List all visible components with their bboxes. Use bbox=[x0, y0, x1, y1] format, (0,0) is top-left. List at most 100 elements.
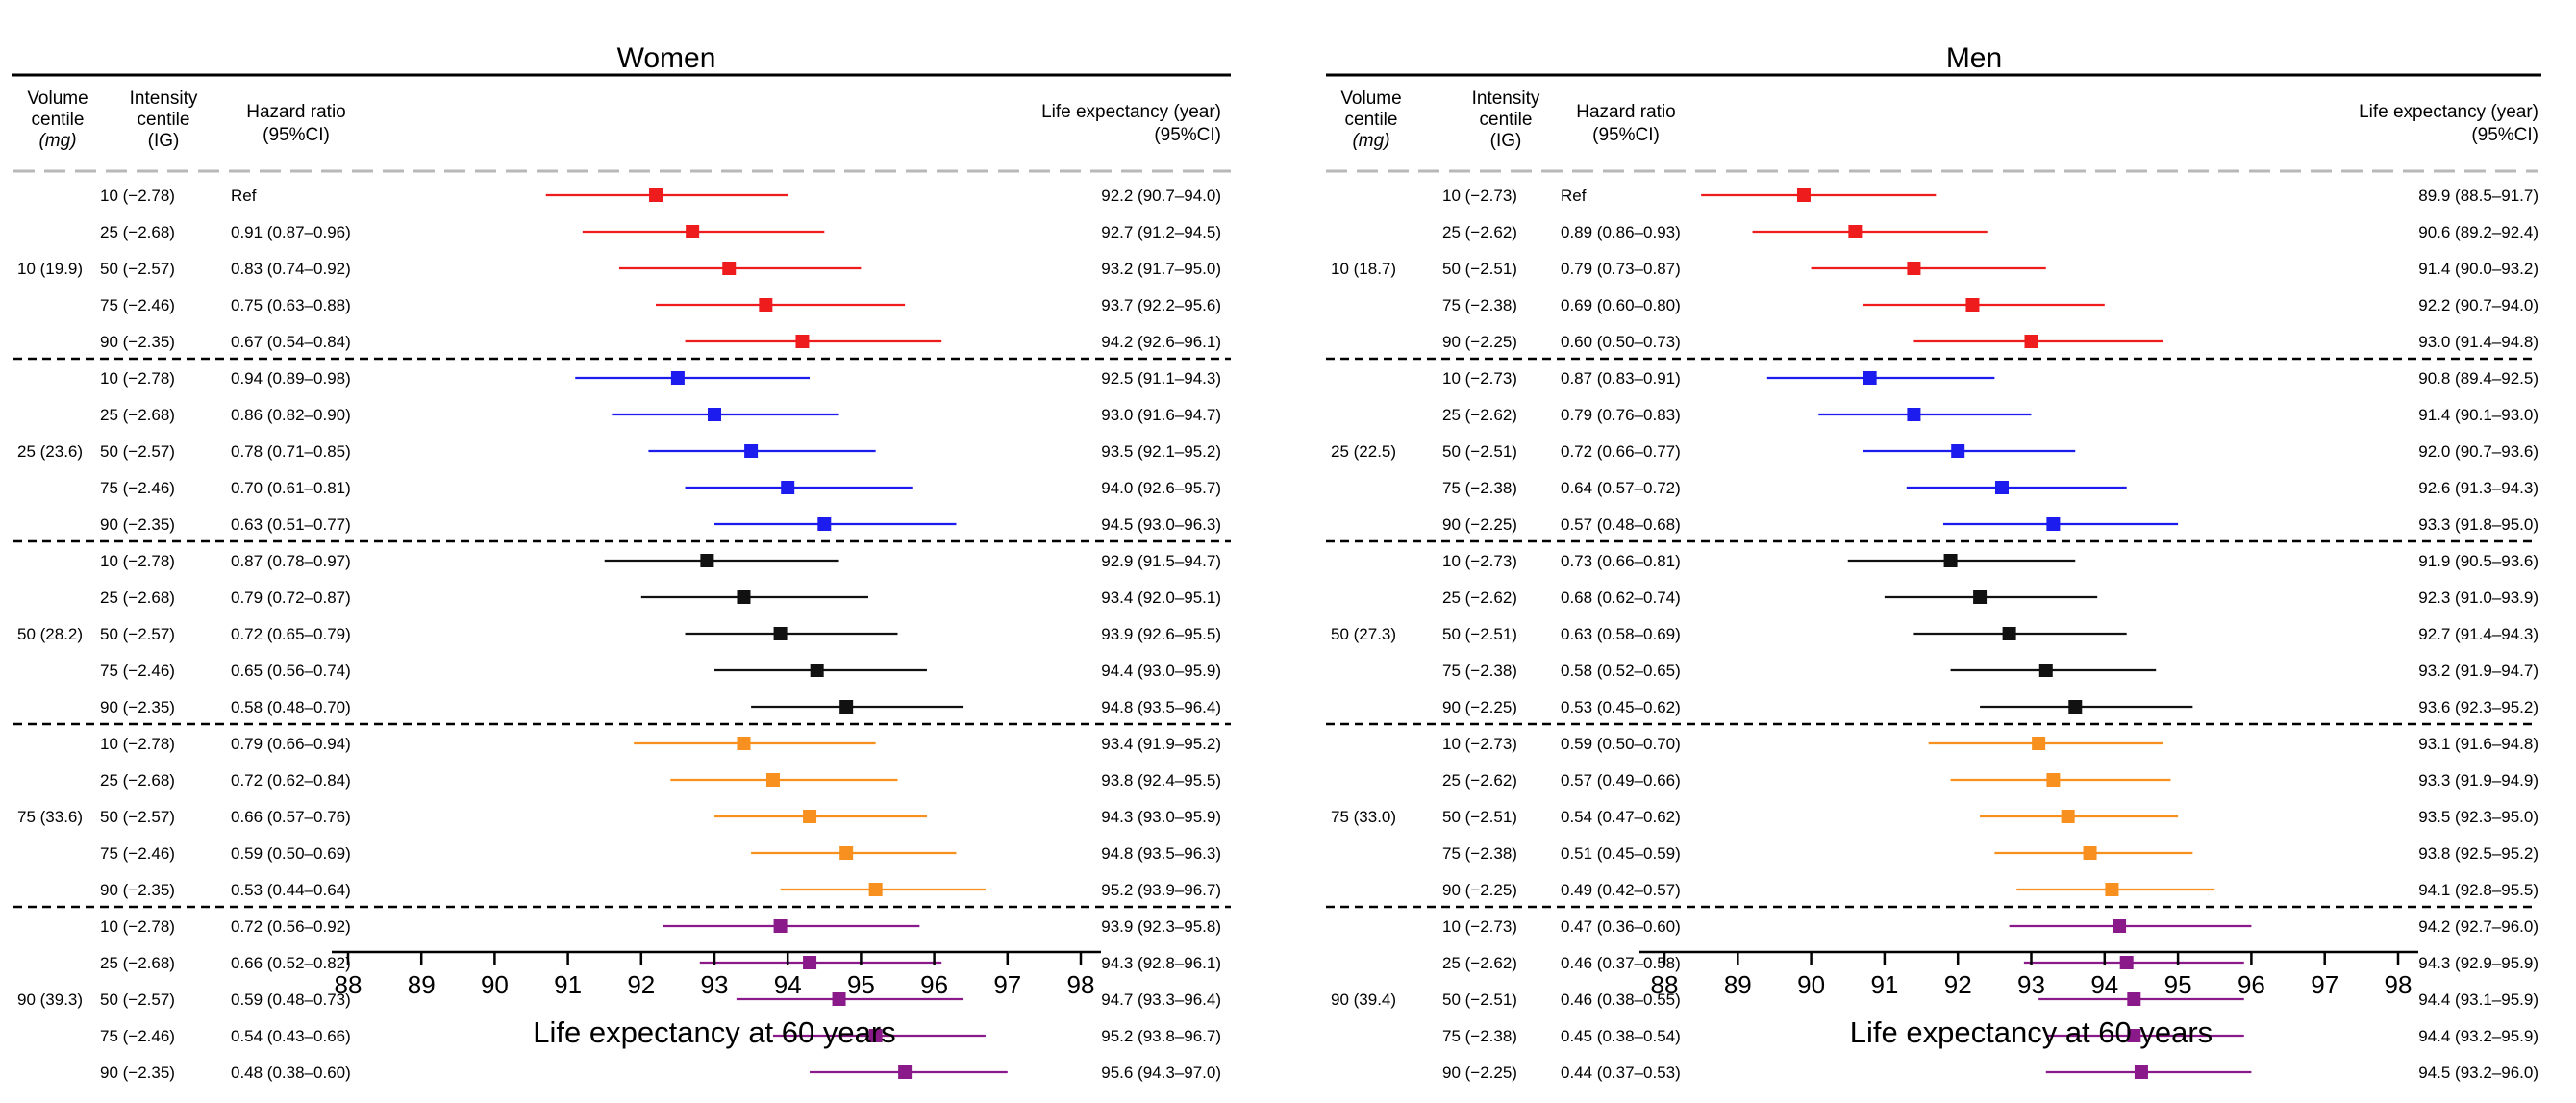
point-estimate-marker bbox=[868, 1029, 883, 1042]
life-expectancy-value: 94.3 (92.8–96.1) bbox=[1101, 954, 1221, 972]
point-estimate-marker bbox=[2002, 627, 2016, 640]
volume-centile-label: 25 (23.6) bbox=[17, 442, 83, 461]
table-row: 25 (−2.68) 0.66 (0.52–0.82) 94.3 (92.8–96.… bbox=[100, 954, 1221, 972]
table-row: 10 (−2.73) 0.73 (0.66–0.81) 91.9 (90.5–93.… bbox=[1442, 552, 2538, 570]
hazard-ratio-value: 0.45 (0.38–0.54) bbox=[1561, 1027, 1681, 1045]
table-row: 75 (−2.46) 0.54 (0.43–0.66) 95.2 (93.8–96.… bbox=[100, 1027, 1221, 1045]
hazard-ratio-value: 0.60 (0.50–0.73) bbox=[1561, 333, 1681, 351]
intensity-centile-label: 10 (−2.78) bbox=[100, 369, 175, 388]
volume-centile-label: 75 (33.6) bbox=[17, 808, 83, 826]
table-row: 50 (−2.51) 0.79 (0.73–0.87) 91.4 (90.0–93.… bbox=[1442, 260, 2538, 278]
table-row: 75 (−2.46) 0.75 (0.63–0.88) 93.7 (92.2–95.… bbox=[100, 296, 1221, 314]
point-estimate-marker bbox=[795, 335, 810, 348]
intensity-centile-label: 10 (−2.78) bbox=[100, 187, 175, 205]
point-estimate-marker bbox=[1907, 262, 1921, 275]
intensity-centile-label: 25 (−2.62) bbox=[1442, 406, 1517, 424]
intensity-centile-label: 90 (−2.35) bbox=[100, 1064, 175, 1082]
life-expectancy-value: 93.2 (91.7–95.0) bbox=[1101, 260, 1221, 278]
table-row: 10 (−2.78) 0.79 (0.66–0.94) 93.4 (91.9–95.… bbox=[100, 735, 1221, 753]
volume-centile-label: 90 (39.4) bbox=[1331, 990, 1396, 1009]
x-tick-label: 94 bbox=[774, 970, 802, 999]
volume-centile-label: 50 (27.3) bbox=[1331, 625, 1396, 643]
table-row: 25 (−2.68) 0.72 (0.62–0.84) 93.8 (92.4–95.… bbox=[100, 771, 1221, 790]
life-expectancy-value: 94.4 (93.0–95.9) bbox=[1101, 662, 1221, 680]
point-estimate-marker bbox=[765, 773, 780, 787]
hazard-ratio-value: 0.72 (0.56–0.92) bbox=[231, 917, 351, 936]
point-estimate-marker bbox=[708, 408, 721, 421]
intensity-centile-label: 50 (−2.51) bbox=[1442, 442, 1517, 461]
table-row: 50 (−2.51) 0.63 (0.58–0.69) 92.7 (91.4–94.… bbox=[1442, 625, 2538, 643]
point-estimate-marker bbox=[670, 371, 685, 385]
volume-centile-label: 10 (18.7) bbox=[1331, 260, 1396, 278]
intensity-centile-label: 10 (−2.73) bbox=[1442, 917, 1517, 936]
header-life-expectancy: (95%CI) bbox=[2471, 125, 2538, 145]
table-row: 90 (−2.25) 0.53 (0.45–0.62) 93.6 (92.3–95.… bbox=[1442, 698, 2538, 716]
hazard-ratio-value: 0.86 (0.82–0.90) bbox=[231, 406, 351, 424]
point-estimate-marker bbox=[1994, 481, 2009, 494]
point-estimate-marker bbox=[1943, 554, 1958, 567]
life-expectancy-value: 93.1 (91.6–94.8) bbox=[2418, 735, 2538, 753]
point-estimate-marker bbox=[1965, 298, 1980, 312]
table-row: 50 (−2.57) 0.78 (0.71–0.85) 93.5 (92.1–95.… bbox=[100, 442, 1221, 461]
point-estimate-marker bbox=[810, 664, 824, 677]
table-row: 10 (−2.78) 0.87 (0.78–0.97) 92.9 (91.5–94.… bbox=[100, 552, 1221, 570]
header-life-expectancy: Life expectancy (year) bbox=[2359, 102, 2538, 122]
table-row: 10 (−2.73) 0.47 (0.36–0.60) 94.2 (92.7–96.… bbox=[1442, 917, 2538, 936]
intensity-centile-label: 25 (−2.62) bbox=[1442, 589, 1517, 607]
intensity-centile-label: 10 (−2.78) bbox=[100, 735, 175, 753]
intensity-centile-label: 90 (−2.25) bbox=[1442, 1064, 1517, 1082]
life-expectancy-value: 94.3 (93.0–95.9) bbox=[1101, 808, 1221, 826]
life-expectancy-value: 92.7 (91.4–94.3) bbox=[2418, 625, 2538, 643]
life-expectancy-value: 93.4 (91.9–95.2) bbox=[1101, 735, 1221, 753]
x-tick-label: 90 bbox=[1797, 970, 1825, 999]
x-tick-label: 89 bbox=[1724, 970, 1752, 999]
intensity-centile-label: 10 (−2.78) bbox=[100, 917, 175, 936]
intensity-centile-label: 75 (−2.38) bbox=[1442, 296, 1517, 314]
hazard-ratio-value: 0.69 (0.60–0.80) bbox=[1561, 296, 1681, 314]
point-estimate-marker bbox=[839, 700, 854, 714]
table-row: 25 (−2.62) 0.89 (0.86–0.93) 90.6 (89.2–92.… bbox=[1442, 223, 2538, 241]
point-estimate-marker bbox=[686, 225, 700, 238]
intensity-centile-label: 25 (−2.62) bbox=[1442, 771, 1517, 790]
table-row: 10 (−2.78) Ref 92.2 (90.7–94.0) bbox=[100, 187, 1221, 205]
life-expectancy-value: 93.9 (92.6–95.5) bbox=[1101, 625, 1221, 643]
hazard-ratio-value: 0.53 (0.44–0.64) bbox=[231, 881, 351, 899]
life-expectancy-value: 94.1 (92.8–95.5) bbox=[2418, 881, 2538, 899]
table-row: 50 (−2.51) 0.54 (0.47–0.62) 93.5 (92.3–95.… bbox=[1442, 808, 2538, 826]
volume-group-3: 75 (33.0) 10 (−2.73) 0.59 (0.50–0.70) 93.1 … bbox=[1326, 735, 2538, 909]
header-hazard-ratio: Hazard ratio bbox=[246, 102, 346, 122]
volume-group-2: 50 (27.3) 10 (−2.73) 0.73 (0.66–0.81) 91.9 … bbox=[1326, 552, 2538, 726]
x-tick-label: 93 bbox=[2017, 970, 2045, 999]
life-expectancy-value: 92.6 (91.3–94.3) bbox=[2418, 479, 2538, 497]
hazard-ratio-value: 0.59 (0.48–0.73) bbox=[231, 990, 351, 1009]
table-row: 90 (−2.35) 0.53 (0.44–0.64) 95.2 (93.9–96.… bbox=[100, 881, 1221, 899]
point-estimate-marker bbox=[1973, 590, 1988, 604]
intensity-centile-label: 90 (−2.25) bbox=[1442, 333, 1517, 351]
life-expectancy-value: 91.4 (90.1–93.0) bbox=[2418, 406, 2538, 424]
header-volume: centile bbox=[1345, 110, 1398, 130]
life-expectancy-value: 95.6 (94.3–97.0) bbox=[1101, 1064, 1221, 1082]
hazard-ratio-value: 0.70 (0.61–0.81) bbox=[231, 479, 351, 497]
life-expectancy-value: 92.0 (90.7–93.6) bbox=[2418, 442, 2538, 461]
header-hazard-ratio: Hazard ratio bbox=[1576, 102, 1676, 122]
hazard-ratio-value: 0.59 (0.50–0.70) bbox=[1561, 735, 1681, 753]
x-tick-label: 89 bbox=[408, 970, 436, 999]
header-life-expectancy: Life expectancy (year) bbox=[1041, 102, 1221, 122]
table-row: 10 (−2.73) Ref 89.9 (88.5–91.7) bbox=[1442, 187, 2538, 205]
table-row: 50 (−2.57) 0.83 (0.74–0.92) 93.2 (91.7–95.… bbox=[100, 260, 1221, 278]
table-row: 90 (−2.35) 0.48 (0.38–0.60) 95.6 (94.3–97.… bbox=[100, 1064, 1221, 1082]
x-tick-label: 92 bbox=[627, 970, 655, 999]
intensity-centile-label: 90 (−2.25) bbox=[1442, 881, 1517, 899]
life-expectancy-value: 94.4 (93.2–95.9) bbox=[2418, 1027, 2538, 1045]
intensity-centile-label: 75 (−2.38) bbox=[1442, 844, 1517, 863]
table-row: 75 (−2.38) 0.69 (0.60–0.80) 92.2 (90.7–94.… bbox=[1442, 296, 2538, 314]
life-expectancy-value: 92.5 (91.1–94.3) bbox=[1101, 369, 1221, 388]
hazard-ratio-value: 0.68 (0.62–0.74) bbox=[1561, 589, 1681, 607]
x-axis-label: Life expectancy at 60 years bbox=[1850, 1015, 2213, 1049]
table-row: 90 (−2.35) 0.58 (0.48–0.70) 94.8 (93.5–96.… bbox=[100, 698, 1221, 716]
point-estimate-marker bbox=[2024, 335, 2038, 348]
intensity-centile-label: 10 (−2.73) bbox=[1442, 735, 1517, 753]
hazard-ratio-value: Ref bbox=[1561, 187, 1587, 205]
hazard-ratio-value: 0.57 (0.49–0.66) bbox=[1561, 771, 1681, 790]
intensity-centile-label: 25 (−2.62) bbox=[1442, 223, 1517, 241]
